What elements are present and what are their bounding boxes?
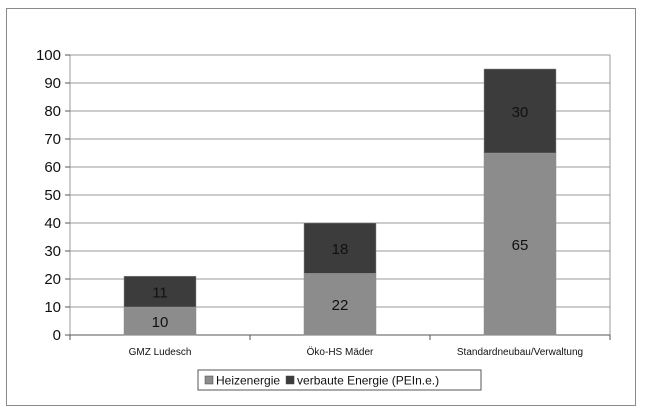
y-tick-label: 90 bbox=[44, 75, 61, 92]
data-label: 18 bbox=[332, 241, 349, 258]
bar-segment-verbaute-energie bbox=[303, 222, 377, 274]
x-category-label: GMZ Ludesch bbox=[129, 347, 192, 358]
data-label: 30 bbox=[512, 104, 529, 121]
axes: 0 10 20 30 40 50 60 70 80 90 100 bbox=[36, 47, 611, 344]
data-label: 11 bbox=[152, 285, 168, 302]
y-tick-label: 70 bbox=[44, 131, 61, 148]
data-label: 65 bbox=[512, 237, 529, 254]
y-tick-label: 20 bbox=[44, 271, 61, 288]
legend: Heizenergie verbaute Energie (PEIn.e.) bbox=[197, 369, 482, 391]
legend-swatch-heizenergie bbox=[204, 375, 214, 385]
legend-label: verbaute Energie (PEIn.e.) bbox=[297, 374, 439, 388]
legend-swatch-verbaute-energie bbox=[285, 375, 295, 385]
labels: 10 11 GMZ Ludesch 22 18 Öko-HS Mäder 65 30 Stand… bbox=[129, 104, 584, 358]
data-label: 22 bbox=[332, 297, 349, 314]
y-tick-label: 60 bbox=[44, 159, 61, 176]
data-label: 10 bbox=[152, 314, 169, 331]
y-tick-label: 50 bbox=[44, 187, 61, 204]
x-category-label: Öko-HS Mäder bbox=[307, 346, 374, 358]
bars bbox=[123, 68, 557, 336]
y-tick-label: 80 bbox=[44, 103, 61, 120]
bar-segment-heizenergie bbox=[123, 306, 197, 336]
legend-box bbox=[197, 369, 482, 391]
y-tick-label: 10 bbox=[44, 299, 61, 316]
bar-segment-heizenergie bbox=[483, 152, 557, 336]
bar-segment-verbaute-energie bbox=[483, 68, 557, 154]
legend-label: Heizenergie bbox=[216, 374, 280, 388]
x-category-label: Standardneubau/Verwaltung bbox=[457, 347, 583, 358]
bar-segment-verbaute-energie bbox=[123, 275, 197, 308]
y-tick-label: 40 bbox=[44, 215, 61, 232]
y-tick-label: 0 bbox=[53, 327, 61, 344]
y-tick-label: 30 bbox=[44, 243, 61, 260]
y-tick-label: 100 bbox=[36, 47, 61, 64]
